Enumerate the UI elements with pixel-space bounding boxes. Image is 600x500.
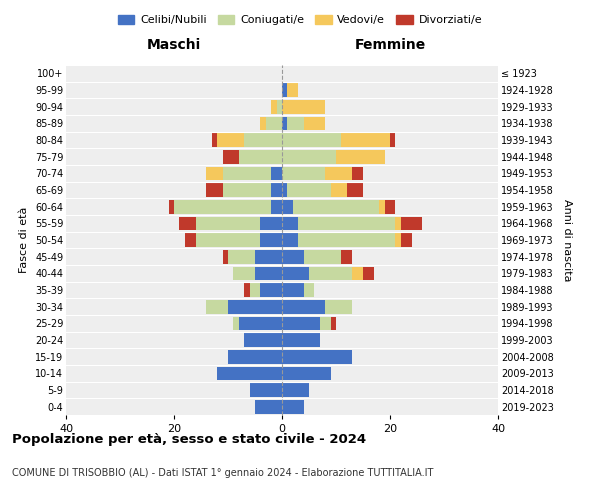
Bar bbox=[282, 83, 287, 97]
Bar bbox=[174, 200, 271, 213]
Bar bbox=[347, 183, 363, 197]
Bar bbox=[352, 166, 363, 180]
Bar bbox=[233, 266, 255, 280]
Bar bbox=[260, 283, 282, 297]
Bar bbox=[271, 100, 277, 114]
Bar bbox=[282, 233, 298, 247]
Bar bbox=[244, 133, 282, 147]
Bar bbox=[244, 283, 250, 297]
Bar bbox=[282, 350, 352, 364]
Bar bbox=[282, 333, 320, 347]
Bar bbox=[239, 316, 282, 330]
Bar bbox=[282, 250, 304, 264]
Bar bbox=[196, 216, 260, 230]
Bar bbox=[271, 200, 282, 213]
Bar bbox=[282, 166, 325, 180]
Bar bbox=[206, 300, 228, 314]
Y-axis label: Anni di nascita: Anni di nascita bbox=[562, 198, 572, 281]
Bar bbox=[336, 150, 385, 164]
Text: COMUNE DI TRISOBBIO (AL) - Dati ISTAT 1° gennaio 2024 - Elaborazione TUTTITALIA.: COMUNE DI TRISOBBIO (AL) - Dati ISTAT 1°… bbox=[12, 468, 433, 477]
Bar bbox=[277, 100, 282, 114]
Bar bbox=[282, 283, 304, 297]
Bar bbox=[196, 233, 260, 247]
Bar bbox=[341, 133, 390, 147]
Legend: Celibi/Nubili, Coniugati/e, Vedovi/e, Divorziati/e: Celibi/Nubili, Coniugati/e, Vedovi/e, Di… bbox=[113, 10, 487, 30]
Bar bbox=[260, 116, 266, 130]
Bar bbox=[352, 266, 363, 280]
Bar bbox=[185, 233, 196, 247]
Bar bbox=[228, 300, 282, 314]
Bar bbox=[223, 166, 271, 180]
Bar bbox=[401, 216, 422, 230]
Bar bbox=[293, 200, 379, 213]
Bar bbox=[282, 200, 293, 213]
Text: Popolazione per età, sesso e stato civile - 2024: Popolazione per età, sesso e stato civil… bbox=[12, 432, 366, 446]
Bar bbox=[223, 250, 228, 264]
Bar bbox=[266, 116, 282, 130]
Bar bbox=[320, 316, 331, 330]
Bar bbox=[255, 400, 282, 413]
Bar bbox=[282, 316, 320, 330]
Bar bbox=[395, 216, 401, 230]
Bar bbox=[304, 250, 341, 264]
Bar bbox=[250, 283, 260, 297]
Bar bbox=[260, 216, 282, 230]
Bar bbox=[282, 150, 336, 164]
Bar bbox=[271, 183, 282, 197]
Bar bbox=[304, 283, 314, 297]
Bar bbox=[287, 83, 298, 97]
Bar bbox=[385, 200, 395, 213]
Bar bbox=[390, 133, 395, 147]
Bar bbox=[206, 183, 223, 197]
Bar bbox=[282, 116, 287, 130]
Bar bbox=[395, 233, 401, 247]
Bar bbox=[250, 383, 282, 397]
Bar bbox=[282, 300, 325, 314]
Bar bbox=[298, 216, 395, 230]
Bar bbox=[217, 366, 282, 380]
Bar bbox=[228, 350, 282, 364]
Bar bbox=[325, 166, 352, 180]
Bar bbox=[212, 133, 217, 147]
Bar bbox=[401, 233, 412, 247]
Bar bbox=[363, 266, 374, 280]
Y-axis label: Fasce di età: Fasce di età bbox=[19, 207, 29, 273]
Bar bbox=[271, 166, 282, 180]
Bar bbox=[379, 200, 385, 213]
Bar bbox=[228, 250, 255, 264]
Bar bbox=[282, 100, 325, 114]
Bar bbox=[282, 216, 298, 230]
Bar bbox=[282, 183, 287, 197]
Bar bbox=[331, 183, 347, 197]
Bar bbox=[309, 266, 352, 280]
Bar bbox=[282, 366, 331, 380]
Bar bbox=[298, 233, 395, 247]
Bar bbox=[179, 216, 196, 230]
Bar bbox=[217, 133, 244, 147]
Bar bbox=[282, 400, 304, 413]
Text: Femmine: Femmine bbox=[355, 38, 425, 52]
Bar bbox=[223, 150, 239, 164]
Bar bbox=[244, 333, 282, 347]
Bar bbox=[331, 316, 336, 330]
Bar bbox=[304, 116, 325, 130]
Bar bbox=[206, 166, 223, 180]
Bar bbox=[282, 266, 309, 280]
Bar bbox=[233, 316, 239, 330]
Bar bbox=[287, 116, 304, 130]
Bar bbox=[255, 250, 282, 264]
Bar bbox=[169, 200, 174, 213]
Bar bbox=[223, 183, 271, 197]
Bar bbox=[239, 150, 282, 164]
Bar bbox=[287, 183, 331, 197]
Bar bbox=[282, 383, 309, 397]
Bar bbox=[282, 133, 341, 147]
Bar bbox=[260, 233, 282, 247]
Bar bbox=[341, 250, 352, 264]
Bar bbox=[255, 266, 282, 280]
Bar bbox=[325, 300, 352, 314]
Text: Maschi: Maschi bbox=[147, 38, 201, 52]
